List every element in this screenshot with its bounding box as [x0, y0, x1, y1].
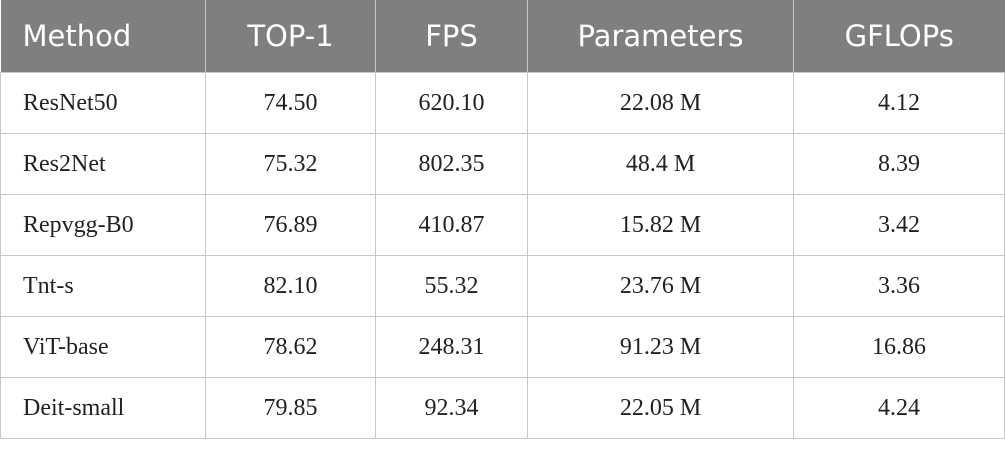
- table-row: Tnt-s 82.10 55.32 23.76 M 3.36: [0, 255, 1005, 317]
- table-row: Deit-small 79.85 92.34 22.05 M 4.24: [0, 377, 1005, 439]
- value-cell: 48.4 M: [527, 133, 794, 195]
- value-cell: 3.42: [793, 194, 1005, 256]
- value-cell: 620.10: [375, 72, 528, 134]
- value-cell: 74.50: [205, 72, 376, 134]
- header-cell: TOP-1: [205, 0, 376, 73]
- results-table: Method TOP-1 FPS Parameters GFLOPs ResNet50 7…: [0, 0, 1005, 439]
- header-cell: GFLOPs: [793, 0, 1005, 73]
- value-cell: 91.23 M: [527, 316, 794, 378]
- method-cell: ViT-base: [0, 316, 206, 378]
- value-cell: 8.39: [793, 133, 1005, 195]
- value-cell: 248.31: [375, 316, 528, 378]
- value-cell: 23.76 M: [527, 255, 794, 317]
- value-cell: 22.05 M: [527, 377, 794, 439]
- method-cell: Deit-small: [0, 377, 206, 439]
- table-row: ResNet50 74.50 620.10 22.08 M 4.12: [0, 72, 1005, 134]
- value-cell: 15.82 M: [527, 194, 794, 256]
- value-cell: 79.85: [205, 377, 376, 439]
- value-cell: 82.10: [205, 255, 376, 317]
- header-cell: Parameters: [527, 0, 794, 73]
- value-cell: 4.12: [793, 72, 1005, 134]
- method-cell: Repvgg-B0: [0, 194, 206, 256]
- value-cell: 76.89: [205, 194, 376, 256]
- value-cell: 75.32: [205, 133, 376, 195]
- value-cell: 92.34: [375, 377, 528, 439]
- value-cell: 802.35: [375, 133, 528, 195]
- table-row: ViT-base 78.62 248.31 91.23 M 16.86: [0, 316, 1005, 378]
- header-row: Method TOP-1 FPS Parameters GFLOPs: [0, 0, 1005, 73]
- method-cell: Res2Net: [0, 133, 206, 195]
- table-row: Repvgg-B0 76.89 410.87 15.82 M 3.42: [0, 194, 1005, 256]
- value-cell: 3.36: [793, 255, 1005, 317]
- value-cell: 55.32: [375, 255, 528, 317]
- header-cell: Method: [0, 0, 206, 73]
- value-cell: 22.08 M: [527, 72, 794, 134]
- value-cell: 410.87: [375, 194, 528, 256]
- table-row: Res2Net 75.32 802.35 48.4 M 8.39: [0, 133, 1005, 195]
- value-cell: 4.24: [793, 377, 1005, 439]
- table-header: Method TOP-1 FPS Parameters GFLOPs: [0, 0, 1005, 73]
- header-cell: FPS: [375, 0, 528, 73]
- table-body: ResNet50 74.50 620.10 22.08 M 4.12 Res2Net 75.…: [0, 72, 1005, 439]
- method-cell: ResNet50: [0, 72, 206, 134]
- value-cell: 16.86: [793, 316, 1005, 378]
- method-cell: Tnt-s: [0, 255, 206, 317]
- value-cell: 78.62: [205, 316, 376, 378]
